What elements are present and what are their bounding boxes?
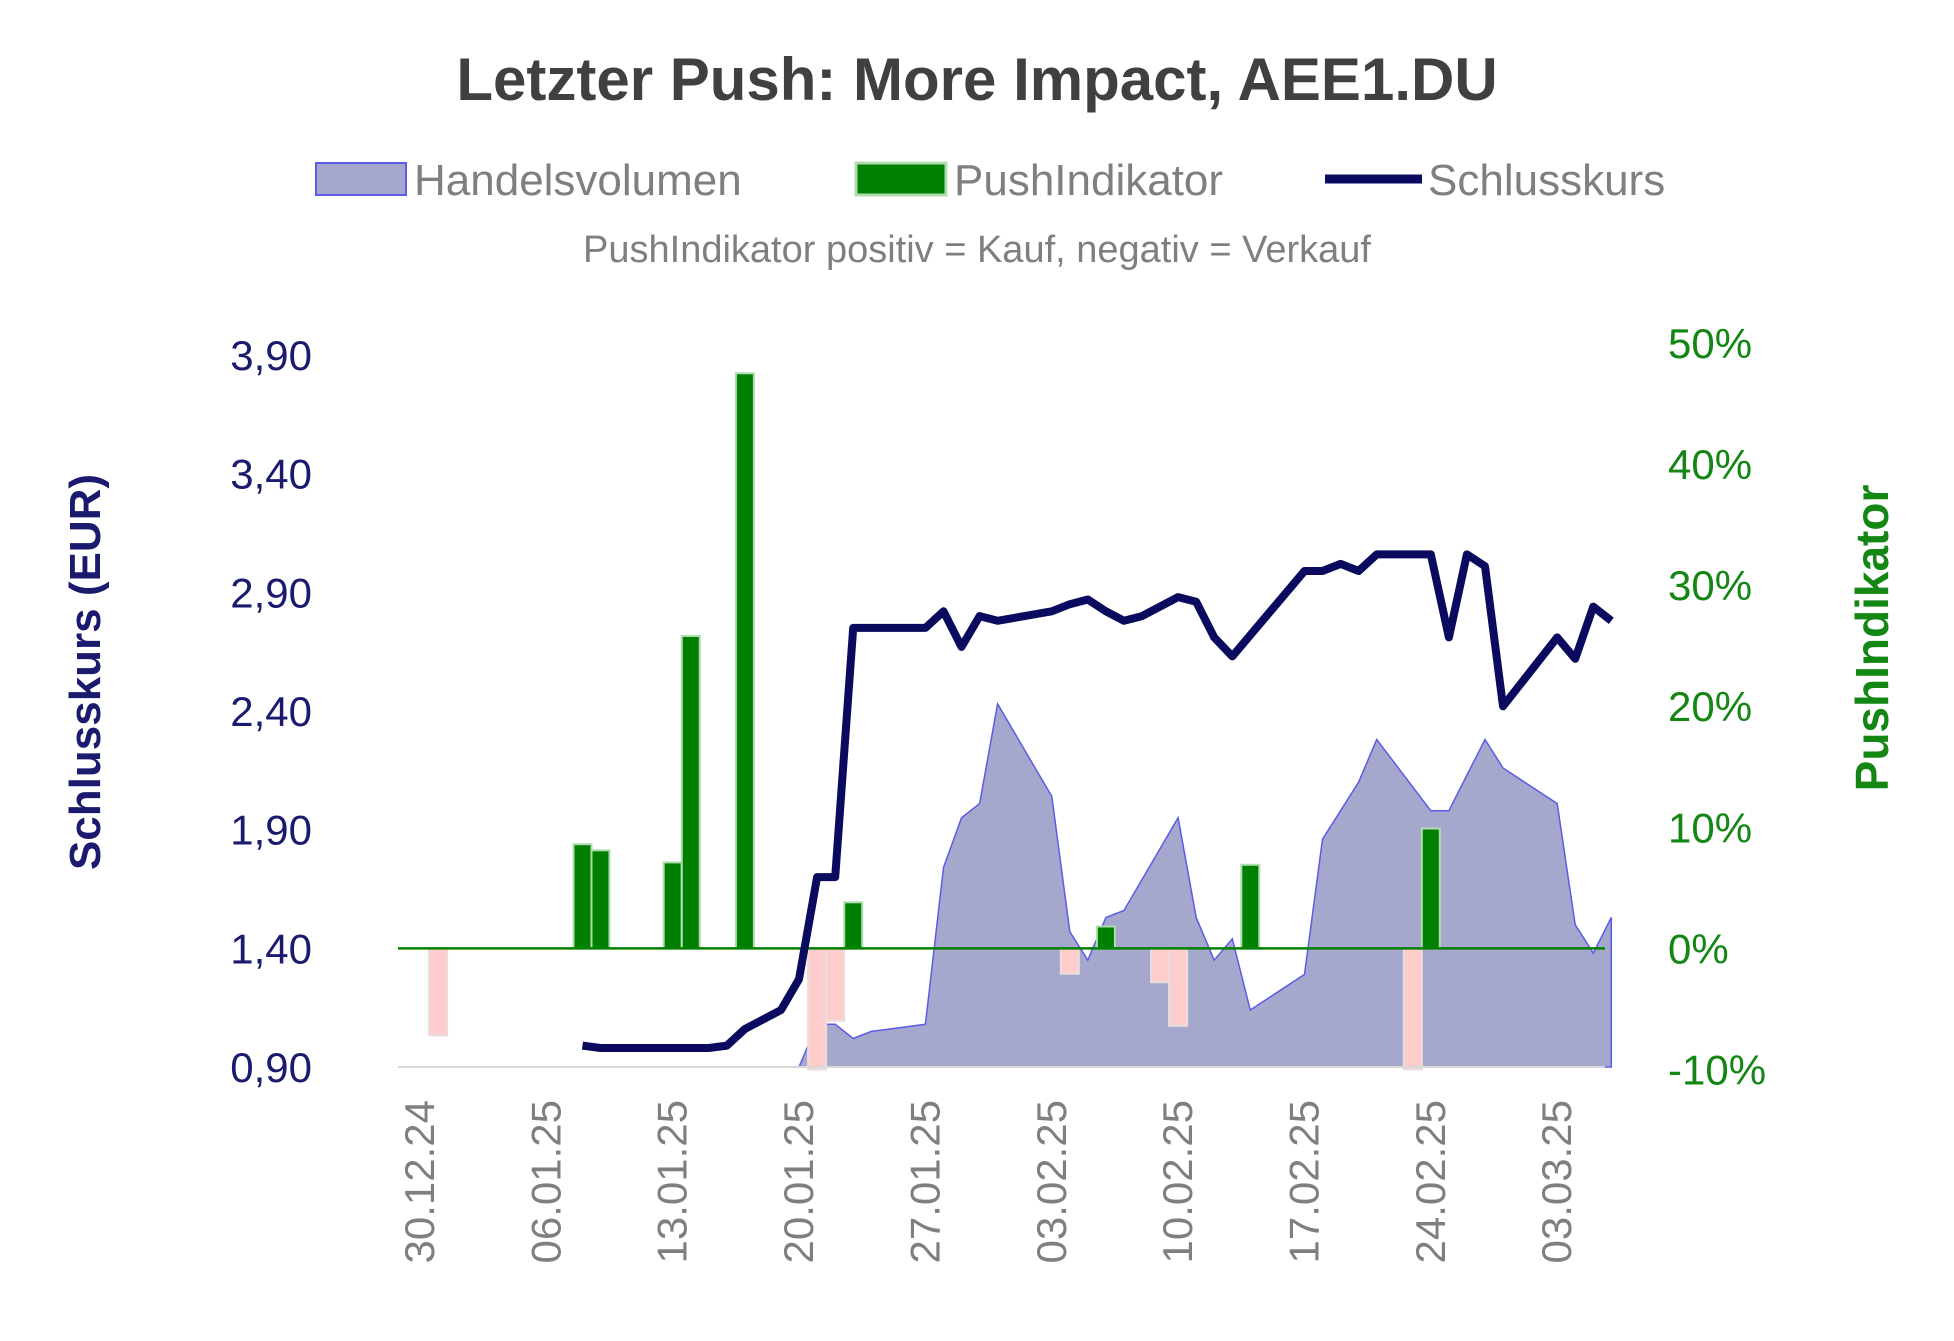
push-bar-negative bbox=[1168, 947, 1189, 1027]
x-tick-label: 17.02.25 bbox=[1281, 1100, 1328, 1264]
push-bar-negative bbox=[1402, 947, 1423, 1071]
y-right-tick-label: -10% bbox=[1668, 1046, 1766, 1093]
axes-layer bbox=[398, 947, 1605, 1068]
push-bar-negative bbox=[1150, 947, 1171, 984]
legend-label-price: Schlusskurs bbox=[1428, 156, 1665, 205]
push-bar-negative bbox=[825, 947, 846, 1022]
y-left-tick-label: 1,40 bbox=[230, 925, 312, 972]
y-left-tick-label: 3,40 bbox=[230, 451, 312, 498]
legend-swatch-push bbox=[854, 161, 948, 197]
y-right-axis-title: PushIndikator bbox=[1846, 485, 1898, 792]
push-bar-negative bbox=[428, 947, 449, 1037]
x-tick-label: 13.01.25 bbox=[649, 1100, 696, 1264]
push-bar-positive bbox=[1420, 827, 1441, 950]
y-left-tick-label: 2,90 bbox=[230, 569, 312, 616]
y-left-tick-label: 1,90 bbox=[230, 807, 312, 854]
y-right-tick-label: 30% bbox=[1668, 562, 1752, 609]
y-left-tick-label: 0,90 bbox=[230, 1044, 312, 1091]
legend: Handelsvolumen PushIndikator Schlusskurs bbox=[315, 156, 1665, 205]
y-left-tick-label: 2,40 bbox=[230, 688, 312, 735]
legend-swatch-volume bbox=[315, 162, 407, 196]
push-bar-positive bbox=[680, 635, 701, 950]
legend-label-push: PushIndikator bbox=[954, 156, 1223, 205]
y-right-tick-label: 40% bbox=[1668, 441, 1752, 488]
price-line bbox=[581, 550, 1614, 1052]
push-bar-positive bbox=[662, 861, 683, 950]
x-tick-label: 30.12.24 bbox=[396, 1100, 443, 1264]
x-tick-label: 06.01.25 bbox=[522, 1100, 569, 1264]
legend-label-volume: Handelsvolumen bbox=[414, 156, 742, 205]
y-left-axis-title: Schlusskurs (EUR) bbox=[61, 474, 110, 870]
x-tick-label: 27.01.25 bbox=[901, 1100, 948, 1264]
x-tick-label: 24.02.25 bbox=[1407, 1100, 1454, 1264]
chart-subtitle: PushIndikator positiv = Kauf, negativ = … bbox=[583, 229, 1371, 271]
volume-area bbox=[797, 701, 1613, 1068]
push-bar-layer bbox=[428, 372, 1441, 1071]
y-right-tick-label: 10% bbox=[1668, 804, 1752, 851]
y-left-tick-labels: 0,90 1,40 1,90 2,40 2,90 3,40 3,90 bbox=[230, 332, 312, 1091]
y-right-tick-label: 20% bbox=[1668, 683, 1752, 730]
x-tick-label: 03.03.25 bbox=[1533, 1100, 1580, 1264]
y-left-tick-label: 3,90 bbox=[230, 332, 312, 379]
push-bar-positive bbox=[734, 372, 755, 950]
x-tick-labels: 30.12.24 06.01.25 13.01.25 20.01.25 27.01.25… bbox=[396, 1100, 1580, 1264]
price-line-layer bbox=[581, 550, 1614, 1052]
push-bar-negative bbox=[807, 947, 828, 1071]
push-bar-positive bbox=[1240, 863, 1261, 950]
volume-area-layer bbox=[797, 701, 1613, 1068]
push-bar-positive bbox=[843, 901, 864, 950]
y-right-tick-labels: -10% 0% 10% 20% 30% 40% 50% bbox=[1668, 320, 1766, 1093]
push-bar-negative bbox=[1059, 947, 1080, 975]
push-bar-positive bbox=[590, 849, 611, 950]
y-right-tick-label: 0% bbox=[1668, 925, 1729, 972]
x-tick-label: 10.02.25 bbox=[1154, 1100, 1201, 1264]
push-bar-positive bbox=[1095, 925, 1116, 950]
x-tick-label: 03.02.25 bbox=[1028, 1100, 1075, 1264]
x-tick-label: 20.01.25 bbox=[775, 1100, 822, 1264]
y-right-tick-label: 50% bbox=[1668, 320, 1752, 367]
push-bar-positive bbox=[572, 843, 593, 950]
chart-title: Letzter Push: More Impact, AEE1.DU bbox=[456, 46, 1497, 113]
